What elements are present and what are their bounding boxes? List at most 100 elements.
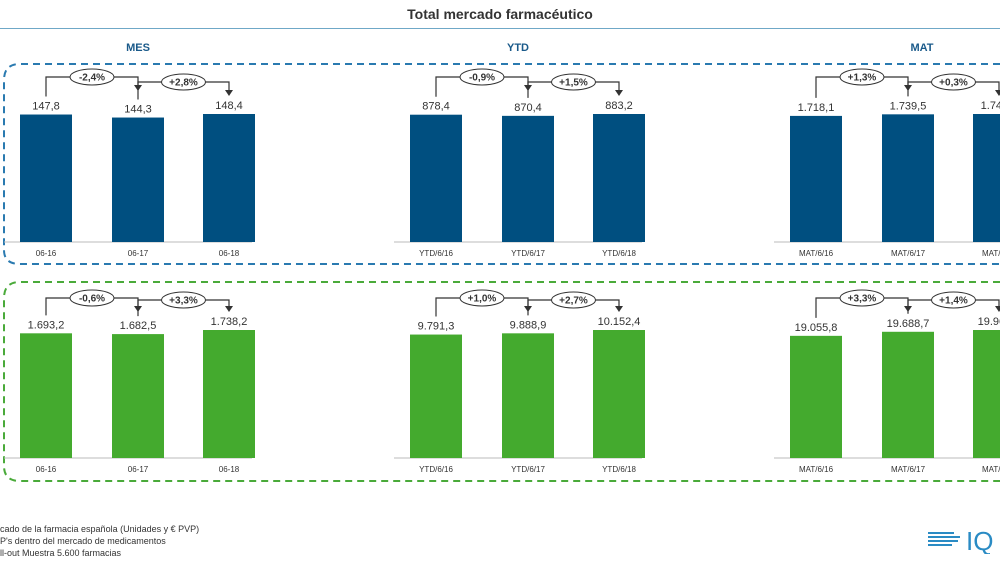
footnote-2: P's dentro del mercado de medicamentos bbox=[0, 536, 166, 546]
row-frame-top bbox=[3, 63, 1000, 265]
bar bbox=[112, 117, 164, 242]
page-title: Total mercado farmacéutico bbox=[407, 6, 593, 22]
change-arrow-icon bbox=[615, 90, 623, 96]
change-arrow-icon bbox=[995, 90, 1000, 96]
chart-panels: 147,8 06-16 144,3 06-17 148,4 06-18 -2,4% +2,8%… bbox=[4, 68, 1000, 474]
tick-label: YTD/6/16 bbox=[419, 249, 453, 258]
change-label: +2,7% bbox=[559, 296, 588, 307]
data-label: 1.744,0 bbox=[981, 100, 1000, 112]
data-label: 883,2 bbox=[605, 100, 633, 112]
change-label: +1,0% bbox=[468, 294, 497, 305]
bar bbox=[593, 330, 645, 458]
change-pill bbox=[161, 291, 206, 309]
data-label: 19.967,0 bbox=[978, 316, 1000, 328]
bar bbox=[112, 334, 164, 458]
logo-text: IQ bbox=[966, 528, 994, 554]
bar bbox=[882, 114, 934, 242]
tick-label: 06-18 bbox=[219, 465, 240, 474]
data-label: 19.688,7 bbox=[887, 318, 930, 330]
tick-label: YTD/6/18 bbox=[602, 465, 636, 474]
bar bbox=[410, 114, 462, 242]
tick-label: MAT/6/18 bbox=[982, 249, 1000, 258]
bar bbox=[410, 334, 462, 458]
title-divider bbox=[0, 28, 1000, 29]
tick-label: 06-17 bbox=[128, 249, 149, 258]
change-pill bbox=[931, 73, 976, 91]
chart-ytd-bottom: 9.791,3 YTD/6/16 9.888,9 YTD/6/17 10.152,4 YT… bbox=[394, 289, 645, 474]
row-frames bbox=[3, 63, 1000, 482]
change-label: +2,8% bbox=[169, 78, 198, 89]
bar bbox=[790, 335, 842, 458]
change-pill bbox=[69, 289, 115, 307]
data-label: 9.888,9 bbox=[510, 319, 547, 331]
change-label: -2,4% bbox=[79, 73, 105, 84]
tick-label: MAT/6/16 bbox=[799, 249, 834, 258]
change-pill bbox=[459, 68, 505, 86]
data-label: 1.682,5 bbox=[120, 320, 157, 332]
change-pill bbox=[161, 73, 206, 91]
change-label: +1,3% bbox=[848, 73, 877, 84]
chart-ytd-top: 878,4 YTD/6/16 870,4 YTD/6/17 883,2 YTD/6/18 -… bbox=[394, 68, 645, 258]
bar bbox=[973, 114, 1000, 242]
data-label: 9.791,3 bbox=[418, 321, 455, 333]
bar bbox=[790, 115, 842, 242]
tick-label: 06-16 bbox=[36, 249, 57, 258]
change-label: -0,9% bbox=[469, 73, 495, 84]
data-label: 147,8 bbox=[32, 101, 60, 113]
tick-label: YTD/6/17 bbox=[511, 465, 545, 474]
bar bbox=[593, 114, 645, 242]
bar bbox=[203, 114, 255, 242]
change-label: +3,3% bbox=[848, 294, 877, 305]
column-header-ytd: YTD bbox=[507, 42, 529, 54]
change-pill bbox=[931, 291, 976, 309]
chart-mat-top: 1.718,1 MAT/6/16 1.739,5 MAT/6/17 1.744,0 MAT… bbox=[774, 68, 1000, 258]
data-label: 144,3 bbox=[124, 104, 152, 116]
tick-label: YTD/6/18 bbox=[602, 249, 636, 258]
bar bbox=[502, 333, 554, 458]
tick-label: 06-16 bbox=[36, 465, 57, 474]
change-arrow-icon bbox=[995, 306, 1000, 312]
column-header-mat: MAT bbox=[910, 42, 934, 54]
data-label: 148,4 bbox=[215, 100, 243, 112]
row-frame-bottom bbox=[3, 281, 1000, 482]
tick-label: MAT/6/18 bbox=[982, 465, 1000, 474]
logo-bars-icon bbox=[928, 532, 960, 548]
bar bbox=[20, 114, 72, 242]
chart-mes-bottom: 1.693,2 06-16 1.682,5 06-17 1.738,2 06-18 -0,6… bbox=[4, 289, 255, 474]
data-label: 1.718,1 bbox=[798, 102, 835, 114]
change-label: +3,3% bbox=[169, 296, 198, 307]
column-header-mes: MES bbox=[126, 42, 150, 54]
tick-label: MAT/6/17 bbox=[891, 249, 926, 258]
change-label: +0,3% bbox=[939, 78, 968, 89]
tick-label: MAT/6/16 bbox=[799, 465, 834, 474]
data-label: 878,4 bbox=[422, 101, 450, 113]
chart-mes-top: 147,8 06-16 144,3 06-17 148,4 06-18 -2,4% +2,8% bbox=[4, 68, 255, 258]
tick-label: MAT/6/17 bbox=[891, 465, 926, 474]
change-pill bbox=[551, 291, 596, 309]
iqvia-logo: IQ bbox=[920, 528, 1000, 554]
bar bbox=[20, 333, 72, 458]
bar bbox=[973, 330, 1000, 458]
change-label: -0,6% bbox=[79, 294, 105, 305]
bar bbox=[502, 115, 554, 242]
change-pill bbox=[69, 68, 115, 86]
change-arrow-icon bbox=[225, 90, 233, 96]
tick-label: YTD/6/17 bbox=[511, 249, 545, 258]
change-pill bbox=[839, 289, 885, 307]
change-arrow-icon bbox=[615, 306, 623, 312]
chart-mat-bottom: 19.055,8 MAT/6/16 19.688,7 MAT/6/17 19.967,0… bbox=[774, 289, 1000, 474]
bar bbox=[882, 331, 934, 458]
change-label: +1,4% bbox=[939, 296, 968, 307]
tick-label: YTD/6/16 bbox=[419, 465, 453, 474]
data-label: 1.693,2 bbox=[28, 319, 65, 331]
footnote-3: ll-out Muestra 5.600 farmacias bbox=[0, 548, 122, 558]
data-label: 10.152,4 bbox=[598, 316, 641, 328]
bar bbox=[203, 330, 255, 458]
change-pill bbox=[839, 68, 885, 86]
change-label: +1,5% bbox=[559, 78, 588, 89]
data-label: 1.739,5 bbox=[890, 100, 927, 112]
data-label: 19.055,8 bbox=[795, 322, 838, 334]
tick-label: 06-17 bbox=[128, 465, 149, 474]
change-pill bbox=[551, 73, 596, 91]
